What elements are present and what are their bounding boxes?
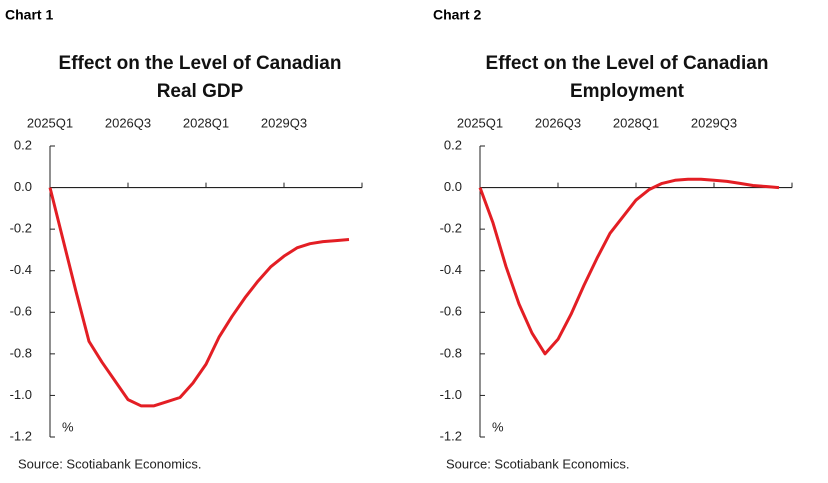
y-tick-label: 0.0	[14, 179, 32, 194]
chart-label: Chart 2	[433, 7, 481, 23]
y-tick-label: -0.8	[10, 345, 32, 360]
x-tick-label: 2029Q3	[261, 115, 307, 130]
y-tick-label: -0.2	[10, 221, 32, 236]
y-tick-label: -1.2	[10, 428, 32, 443]
data-line	[478, 177, 780, 356]
x-tick-label: 2026Q3	[105, 115, 151, 130]
x-tick-label: 2029Q3	[691, 115, 737, 130]
data-line	[48, 187, 350, 408]
source: Source: Scotiabank Economics.	[446, 456, 630, 471]
y-tick-label: -0.4	[10, 262, 32, 277]
x-tick-label: 2026Q3	[535, 115, 581, 130]
x-tick-label: 2025Q1	[27, 115, 73, 130]
chart-title: Employment	[570, 81, 685, 102]
y-tick-label: -1.0	[10, 387, 32, 402]
chart-title: Effect on the Level of Canadian	[59, 53, 342, 74]
y-tick-label: 0.0	[444, 179, 462, 194]
x-tick-label: 2025Q1	[457, 115, 503, 130]
y-tick-label: -0.2	[440, 221, 462, 236]
chart-title: Effect on the Level of Canadian	[486, 53, 769, 74]
y-tick-label: 0.2	[14, 137, 32, 152]
unit-label: %	[492, 419, 504, 434]
y-tick-label: -0.6	[10, 304, 32, 319]
chart-label: Chart 1	[5, 7, 53, 23]
y-tick-label: -1.0	[440, 387, 462, 402]
y-tick-label: -0.8	[440, 345, 462, 360]
y-tick-label: -0.4	[440, 262, 462, 277]
source: Source: Scotiabank Economics.	[18, 456, 202, 471]
y-tick-label: -0.6	[440, 304, 462, 319]
unit-label: %	[62, 419, 74, 434]
chart-title: Real GDP	[157, 81, 244, 102]
y-tick-label: 0.2	[444, 137, 462, 152]
y-tick-label: -1.2	[440, 428, 462, 443]
x-tick-label: 2028Q1	[183, 115, 229, 130]
x-tick-label: 2028Q1	[613, 115, 659, 130]
